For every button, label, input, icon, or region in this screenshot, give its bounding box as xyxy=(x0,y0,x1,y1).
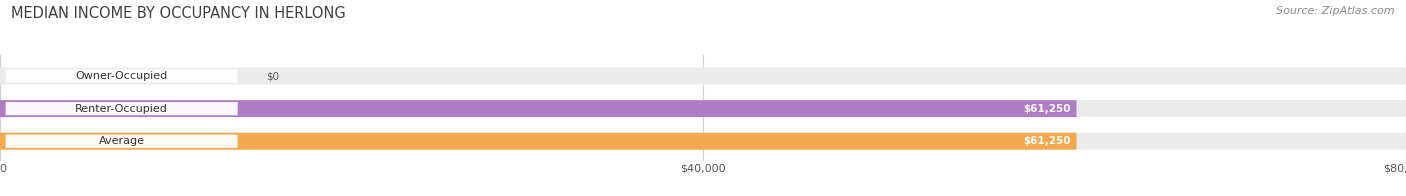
FancyBboxPatch shape xyxy=(0,100,1406,117)
FancyBboxPatch shape xyxy=(6,102,238,115)
FancyBboxPatch shape xyxy=(0,133,1406,150)
Text: MEDIAN INCOME BY OCCUPANCY IN HERLONG: MEDIAN INCOME BY OCCUPANCY IN HERLONG xyxy=(11,6,346,21)
Text: Source: ZipAtlas.com: Source: ZipAtlas.com xyxy=(1277,6,1395,16)
Text: $0: $0 xyxy=(266,71,278,81)
Text: $61,250: $61,250 xyxy=(1024,136,1071,146)
Text: Renter-Occupied: Renter-Occupied xyxy=(75,104,169,114)
Text: Owner-Occupied: Owner-Occupied xyxy=(76,71,167,81)
Text: Average: Average xyxy=(98,136,145,146)
FancyBboxPatch shape xyxy=(0,100,1077,117)
Text: $61,250: $61,250 xyxy=(1024,104,1071,114)
FancyBboxPatch shape xyxy=(6,135,238,148)
FancyBboxPatch shape xyxy=(6,69,238,83)
FancyBboxPatch shape xyxy=(0,68,1406,84)
FancyBboxPatch shape xyxy=(0,133,1077,150)
